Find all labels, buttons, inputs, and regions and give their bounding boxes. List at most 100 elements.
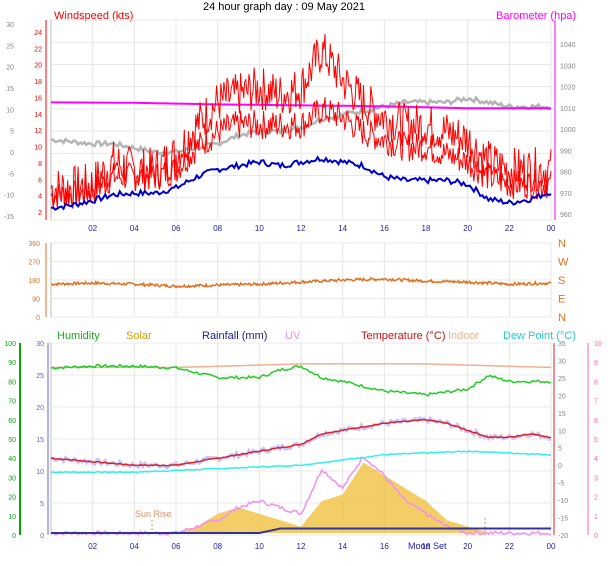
series-indoor: [51, 363, 552, 369]
tick-label: 20: [36, 405, 44, 412]
tick-label: 30: [36, 341, 44, 348]
moonset-label: Moon Set: [408, 541, 447, 551]
series-solar: [51, 462, 551, 533]
tick-label: -20: [558, 533, 568, 540]
tick-label: 25: [558, 376, 566, 383]
tick-label: 90: [32, 297, 40, 304]
tick-label: 20: [463, 542, 472, 551]
tick-label: 15: [6, 86, 14, 93]
tick-label: 12: [297, 224, 306, 233]
tick-label: 02: [88, 224, 97, 233]
tick-label: 30: [6, 22, 14, 29]
tick-label: 22: [505, 224, 514, 233]
tick-label: 20: [34, 63, 42, 70]
tick-label: 270: [28, 260, 40, 267]
tick-label: 10: [558, 428, 566, 435]
tick-label: 5: [10, 129, 14, 136]
tick-label: 1: [594, 514, 598, 521]
tick-label: 0: [12, 533, 16, 540]
tick-label: 14: [338, 224, 347, 233]
tick-label: 35: [558, 341, 566, 348]
tick-label: 0: [36, 315, 40, 322]
tick-label: 960: [560, 212, 572, 219]
tick-label: 06: [172, 542, 181, 551]
tick-label: 50: [8, 437, 16, 444]
tick-label: 1010: [560, 106, 576, 113]
tick-label: 100: [4, 341, 16, 348]
tick-label: 5: [40, 501, 44, 508]
tick-label: 6: [594, 418, 598, 425]
tick-label: 15: [558, 411, 566, 418]
tick-label: 8: [594, 379, 598, 386]
tick-label: 25: [6, 43, 14, 50]
series-windspeed: [50, 97, 552, 209]
series-dew-point: [50, 450, 551, 474]
tick-label: 18: [422, 542, 431, 551]
tick-label: 1000: [560, 127, 576, 134]
tick-label: 14: [34, 112, 42, 119]
tick-label: 4: [38, 194, 42, 201]
tick-label: 00: [547, 224, 556, 233]
series-temperature: [50, 418, 552, 467]
tick-label: -15: [558, 516, 568, 523]
tick-label: -10: [4, 193, 14, 200]
tick-label: 6: [38, 177, 42, 184]
tick-label: 04: [130, 224, 139, 233]
legend-solar: Solar: [126, 330, 152, 342]
tick-label: 2: [38, 210, 42, 217]
series-wind-average: [50, 155, 552, 211]
tick-label: 1040: [560, 42, 576, 49]
tick-label: 60: [8, 418, 16, 425]
tick-label: 360: [28, 241, 40, 248]
tick-label: 24: [34, 30, 42, 37]
tick-label: 20: [6, 65, 14, 72]
tick-label: 18: [34, 79, 42, 86]
tick-label: 990: [560, 148, 572, 155]
tick-label: 16: [380, 542, 389, 551]
tick-label: -5: [8, 171, 14, 178]
tick-label: 06: [172, 224, 181, 233]
tick-label: 70: [8, 399, 16, 406]
tick-label: 20: [463, 224, 472, 233]
tick-label: 90: [8, 360, 16, 367]
legend-temperature: Temperature (°C): [361, 330, 445, 342]
legend-barometer: Barometer (hpa): [496, 10, 576, 22]
tick-label: 980: [560, 170, 572, 177]
tick-label: 1020: [560, 85, 576, 92]
tick-label: 8: [38, 161, 42, 168]
tick-label: 0: [558, 463, 562, 470]
tick-label: E: [558, 294, 565, 306]
tick-label: 25: [36, 373, 44, 380]
legend-indoor: Indoor: [448, 330, 480, 342]
tick-label: 0: [10, 150, 14, 157]
tick-label: 16: [380, 224, 389, 233]
tick-label: 9: [594, 360, 598, 367]
legend-humidity: Humidity: [57, 330, 100, 342]
series-windspeed-peaks: [50, 33, 552, 208]
tick-label: 3: [594, 475, 598, 482]
tick-label: 0: [594, 533, 598, 540]
tick-label: -15: [4, 214, 14, 221]
series-humidity: [50, 363, 552, 397]
tick-label: 10: [255, 542, 264, 551]
tick-label: 1030: [560, 63, 576, 70]
series-rainfall: [51, 527, 551, 534]
tick-label: 04: [130, 542, 139, 551]
tick-label: 02: [88, 542, 97, 551]
tick-label: 5: [558, 446, 562, 453]
legend-uv: UV: [285, 330, 301, 342]
tick-label: 20: [8, 495, 16, 502]
tick-label: 10: [594, 341, 602, 348]
tick-label: 970: [560, 191, 572, 198]
tick-label: N: [558, 312, 566, 324]
page-title: 24 hour graph day : 09 May 2021: [203, 1, 365, 13]
tick-label: 08: [213, 224, 222, 233]
tick-label: 15: [36, 437, 44, 444]
tick-label: 22: [505, 542, 514, 551]
tick-label: 14: [338, 542, 347, 551]
tick-label: 0: [40, 533, 44, 540]
tick-label: 10: [6, 107, 14, 114]
tick-label: 4: [594, 456, 598, 463]
tick-label: 10: [36, 469, 44, 476]
